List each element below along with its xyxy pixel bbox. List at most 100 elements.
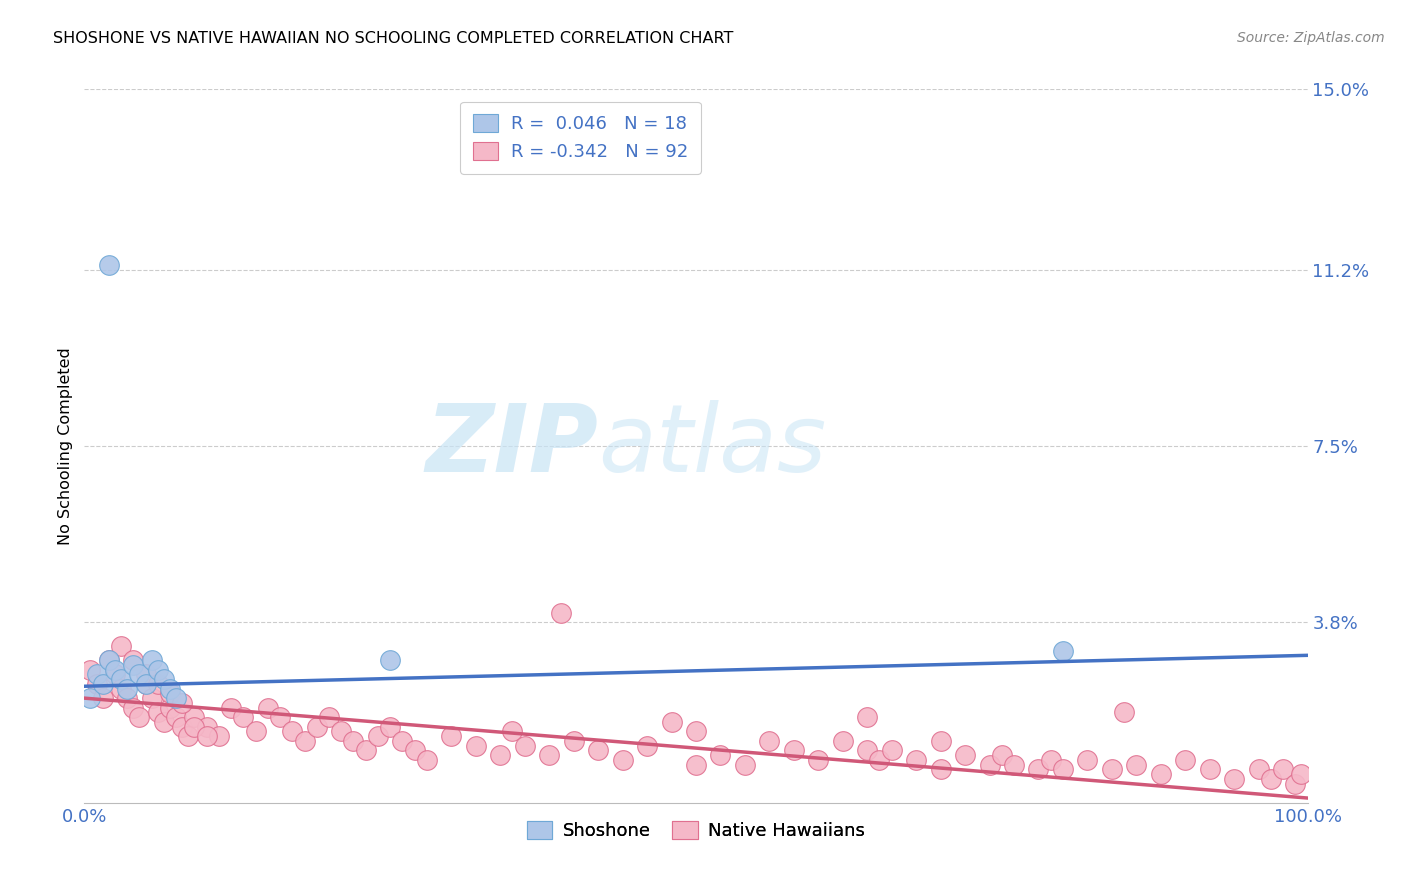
Point xyxy=(783,743,806,757)
Point xyxy=(550,606,572,620)
Point xyxy=(416,753,439,767)
Point xyxy=(1150,767,1173,781)
Point xyxy=(856,743,879,757)
Point xyxy=(1291,767,1313,781)
Point xyxy=(135,667,157,681)
Point xyxy=(294,734,316,748)
Point xyxy=(104,667,127,681)
Text: ZIP: ZIP xyxy=(425,400,598,492)
Point xyxy=(172,696,194,710)
Point xyxy=(159,686,181,700)
Point xyxy=(979,757,1001,772)
Point xyxy=(513,739,536,753)
Point xyxy=(929,763,952,777)
Point xyxy=(869,753,891,767)
Point xyxy=(464,739,486,753)
Point xyxy=(367,729,389,743)
Point xyxy=(115,691,138,706)
Point xyxy=(1284,777,1306,791)
Point xyxy=(165,710,187,724)
Point xyxy=(128,710,150,724)
Point xyxy=(110,681,132,696)
Point xyxy=(232,710,254,724)
Point xyxy=(354,743,377,757)
Point xyxy=(281,724,304,739)
Point xyxy=(219,700,242,714)
Point xyxy=(122,653,145,667)
Point xyxy=(86,677,108,691)
Point xyxy=(146,663,169,677)
Point xyxy=(153,672,176,686)
Point xyxy=(1272,763,1295,777)
Point xyxy=(929,734,952,748)
Point xyxy=(489,748,512,763)
Point xyxy=(685,724,707,739)
Point xyxy=(1114,706,1136,720)
Point xyxy=(831,734,853,748)
Point xyxy=(135,677,157,691)
Point xyxy=(502,724,524,739)
Point xyxy=(97,653,120,667)
Point xyxy=(636,739,658,753)
Point xyxy=(195,729,218,743)
Point xyxy=(612,753,634,767)
Point xyxy=(318,710,340,724)
Legend: Shoshone, Native Hawaiians: Shoshone, Native Hawaiians xyxy=(519,814,873,847)
Point xyxy=(807,753,830,767)
Point xyxy=(734,757,756,772)
Point xyxy=(208,729,231,743)
Point xyxy=(110,672,132,686)
Point xyxy=(122,700,145,714)
Point xyxy=(758,734,780,748)
Point xyxy=(153,714,176,729)
Text: Source: ZipAtlas.com: Source: ZipAtlas.com xyxy=(1237,31,1385,45)
Point xyxy=(1076,753,1098,767)
Point xyxy=(177,729,200,743)
Point xyxy=(97,258,120,272)
Point xyxy=(115,681,138,696)
Point xyxy=(91,677,114,691)
Point xyxy=(1260,772,1282,786)
Point xyxy=(141,653,163,667)
Point xyxy=(1052,763,1074,777)
Point xyxy=(953,748,976,763)
Point xyxy=(661,714,683,729)
Point xyxy=(991,748,1014,763)
Point xyxy=(159,681,181,696)
Point xyxy=(165,691,187,706)
Text: atlas: atlas xyxy=(598,401,827,491)
Point xyxy=(1125,757,1147,772)
Point xyxy=(1198,763,1220,777)
Point xyxy=(183,720,205,734)
Point xyxy=(195,720,218,734)
Point xyxy=(1101,763,1123,777)
Point xyxy=(685,757,707,772)
Point xyxy=(330,724,353,739)
Point xyxy=(404,743,426,757)
Point xyxy=(880,743,903,757)
Point xyxy=(856,710,879,724)
Point xyxy=(245,724,267,739)
Point xyxy=(440,729,463,743)
Point xyxy=(172,720,194,734)
Point xyxy=(97,653,120,667)
Point xyxy=(709,748,731,763)
Point xyxy=(1002,757,1025,772)
Point xyxy=(183,710,205,724)
Point xyxy=(110,639,132,653)
Point xyxy=(905,753,928,767)
Point xyxy=(305,720,328,734)
Point xyxy=(269,710,291,724)
Point xyxy=(122,657,145,672)
Point xyxy=(91,691,114,706)
Point xyxy=(104,663,127,677)
Point xyxy=(342,734,364,748)
Point xyxy=(257,700,280,714)
Point xyxy=(159,700,181,714)
Point xyxy=(1174,753,1197,767)
Point xyxy=(141,691,163,706)
Point xyxy=(391,734,413,748)
Point xyxy=(128,667,150,681)
Point xyxy=(1039,753,1062,767)
Point xyxy=(1223,772,1246,786)
